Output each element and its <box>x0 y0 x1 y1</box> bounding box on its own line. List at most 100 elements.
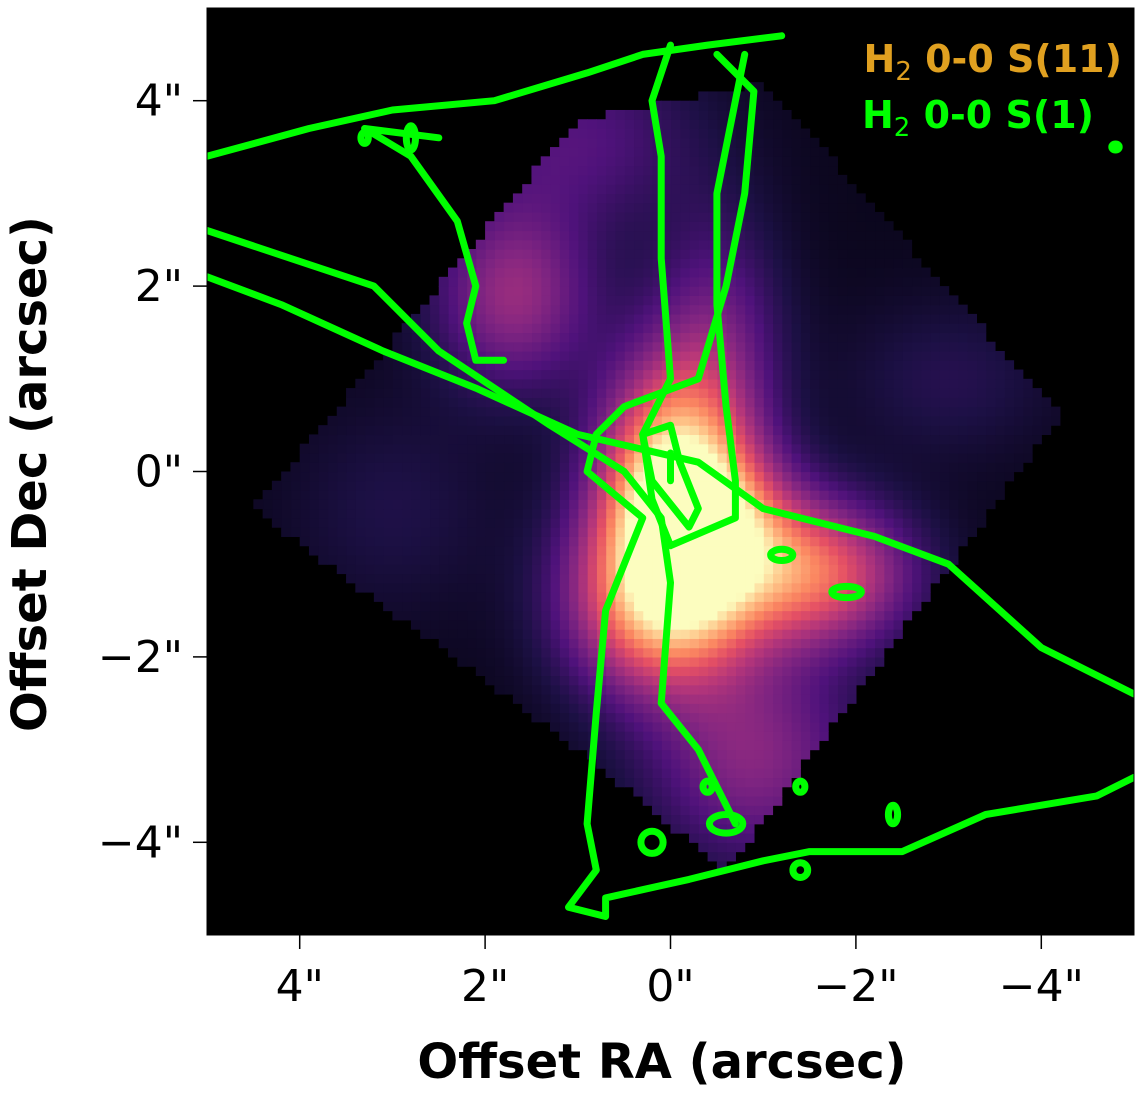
heatmap-pixel <box>930 508 940 519</box>
heatmap-pixel <box>605 619 616 630</box>
heatmap-pixel <box>503 341 514 352</box>
heatmap-pixel <box>902 592 913 602</box>
heatmap-pixel <box>735 443 746 454</box>
heatmap-pixel <box>549 471 560 482</box>
heatmap-pixel <box>540 295 551 306</box>
heatmap-pixel <box>577 693 588 704</box>
heatmap-pixel <box>614 202 625 213</box>
heatmap-pixel <box>540 276 551 287</box>
heatmap-pixel <box>846 462 857 473</box>
heatmap-pixel <box>726 276 736 287</box>
heatmap-pixel <box>420 480 431 491</box>
heatmap-pixel <box>531 527 542 537</box>
heatmap-pixel <box>689 388 699 398</box>
heatmap-pixel <box>716 119 727 130</box>
heatmap-pixel <box>485 638 495 649</box>
heatmap-pixel <box>818 582 829 593</box>
heatmap-pixel <box>559 554 570 565</box>
heatmap-pixel <box>679 768 690 779</box>
heatmap-pixel <box>587 508 597 519</box>
heatmap-pixel <box>828 406 838 417</box>
heatmap-pixel <box>902 601 913 612</box>
heatmap-pixel <box>429 378 440 389</box>
heatmap-pixel <box>707 564 718 575</box>
heatmap-pixel <box>726 795 736 806</box>
heatmap-pixel <box>336 527 347 537</box>
heatmap-pixel <box>633 452 644 463</box>
heatmap-pixel <box>448 629 458 639</box>
heatmap-pixel <box>401 397 412 408</box>
heatmap-pixel <box>846 619 857 630</box>
heatmap-pixel <box>753 768 764 779</box>
heatmap-pixel <box>540 517 551 528</box>
heatmap-pixel <box>865 258 876 269</box>
heatmap-pixel <box>948 508 959 519</box>
heatmap-pixel <box>475 239 486 250</box>
heatmap-pixel <box>818 360 829 371</box>
heatmap-pixel <box>661 443 672 454</box>
heatmap-pixel <box>846 480 857 491</box>
heatmap-pixel <box>874 638 885 649</box>
heatmap-pixel <box>939 323 950 334</box>
heatmap-pixel <box>466 610 477 621</box>
heatmap-pixel <box>976 406 987 417</box>
heatmap-pixel <box>679 749 690 760</box>
heatmap-pixel <box>753 267 764 278</box>
heatmap-pixel <box>327 443 338 454</box>
heatmap-pixel <box>661 814 672 825</box>
heatmap-pixel <box>642 712 653 723</box>
heatmap-pixel <box>726 471 736 482</box>
heatmap-pixel <box>281 490 292 500</box>
heatmap-pixel <box>948 295 959 306</box>
heatmap-pixel <box>735 332 746 343</box>
heatmap-pixel <box>763 564 774 575</box>
heatmap-pixel <box>438 499 449 510</box>
heatmap-pixel <box>800 360 811 371</box>
heatmap-pixel <box>670 100 681 111</box>
heatmap-pixel <box>957 350 968 361</box>
heatmap-pixel <box>661 249 672 259</box>
heatmap-pixel <box>364 508 375 519</box>
heatmap-pixel <box>679 350 690 361</box>
heatmap-pixel <box>791 601 801 612</box>
heatmap-pixel <box>818 675 829 686</box>
heatmap-pixel <box>605 684 616 695</box>
heatmap-pixel <box>735 545 746 556</box>
heatmap-pixel <box>624 527 635 537</box>
heatmap-pixel <box>624 647 635 658</box>
heatmap-pixel <box>346 536 356 547</box>
heatmap-pixel <box>967 397 978 408</box>
heatmap-pixel <box>920 313 931 324</box>
heatmap-pixel <box>457 601 468 612</box>
heatmap-pixel <box>744 434 755 445</box>
heatmap-pixel <box>763 313 774 324</box>
heatmap-pixel <box>568 221 579 232</box>
heatmap-pixel <box>800 452 811 463</box>
heatmap-pixel <box>308 443 319 454</box>
heatmap-pixel <box>605 360 616 371</box>
heatmap-pixel <box>383 471 393 482</box>
heatmap-pixel <box>828 165 838 176</box>
heatmap-pixel <box>679 740 690 751</box>
heatmap-pixel <box>874 490 885 500</box>
heatmap-pixel <box>605 193 616 204</box>
heatmap-pixel <box>726 527 736 537</box>
heatmap-pixel <box>679 286 690 296</box>
heatmap-pixel <box>800 638 811 649</box>
heatmap-pixel <box>939 415 950 426</box>
heatmap-pixel <box>707 499 718 510</box>
heatmap-pixel <box>670 137 681 148</box>
heatmap-pixel <box>772 378 783 389</box>
contour-loop <box>637 827 667 857</box>
heatmap-pixel <box>429 462 440 473</box>
heatmap-pixel <box>781 721 792 732</box>
heatmap-pixel <box>466 508 477 519</box>
heatmap-pixel <box>355 462 366 473</box>
heatmap-pixel <box>596 545 607 556</box>
heatmap-pixel <box>633 184 644 194</box>
heatmap-pixel <box>791 647 801 658</box>
heatmap-pixel <box>540 490 551 500</box>
heatmap-pixel <box>744 684 755 695</box>
heatmap-pixel <box>781 388 792 398</box>
heatmap-pixel <box>605 499 616 510</box>
